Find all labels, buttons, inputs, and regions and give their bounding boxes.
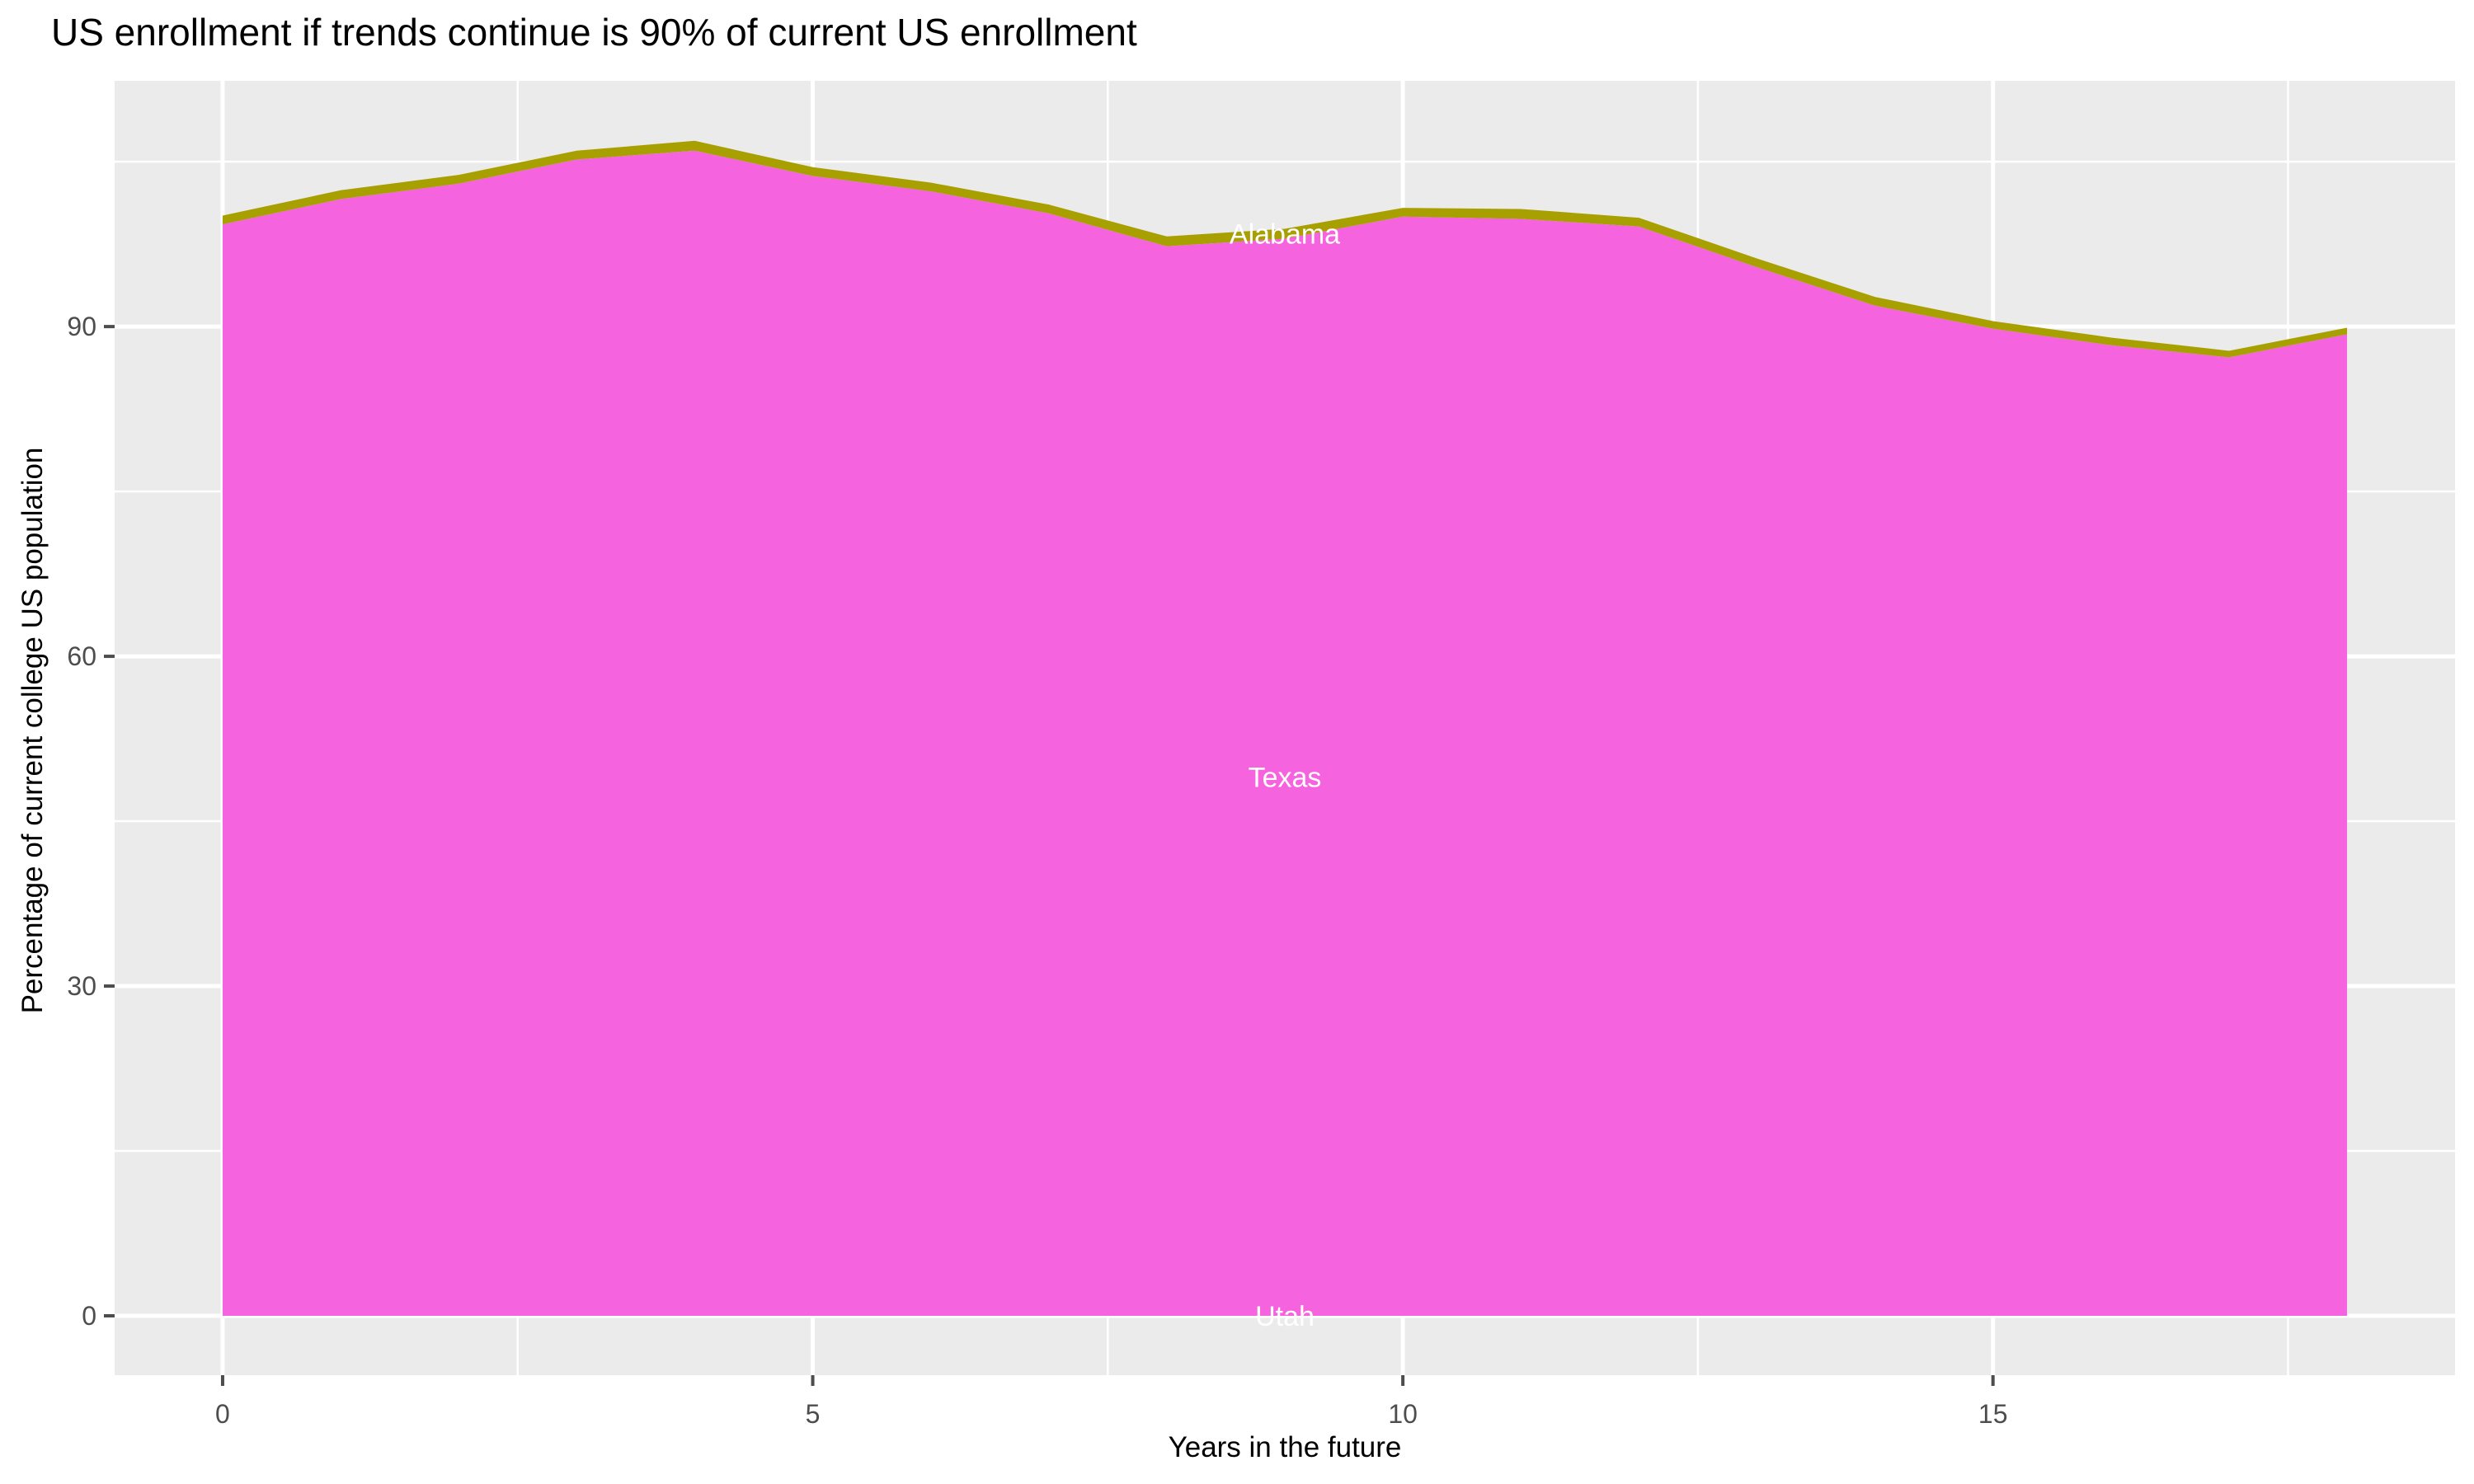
x-axis-title: Years in the future bbox=[1168, 1431, 1402, 1463]
y-tick-label-90: 90 bbox=[67, 312, 96, 341]
y-tick-label-0: 0 bbox=[82, 1301, 96, 1331]
x-tick-label-0: 0 bbox=[215, 1399, 230, 1429]
area-texas bbox=[222, 150, 2348, 1317]
x-tick-label-10: 10 bbox=[1388, 1399, 1418, 1429]
area-label-alabama: Alabama bbox=[1230, 218, 1340, 250]
y-axis-title: Percentage of current college US populat… bbox=[16, 447, 49, 1014]
chart-title: US enrollment if trends continue is 90% … bbox=[51, 11, 1137, 54]
area-label-utah: Utah bbox=[1255, 1301, 1315, 1332]
y-tick-label-30: 30 bbox=[67, 971, 96, 1001]
x-tick-label-5: 5 bbox=[806, 1399, 821, 1429]
x-tick-label-15: 15 bbox=[1978, 1399, 2008, 1429]
area-label-texas: Texas bbox=[1249, 763, 1322, 794]
y-tick-label-60: 60 bbox=[67, 641, 96, 671]
